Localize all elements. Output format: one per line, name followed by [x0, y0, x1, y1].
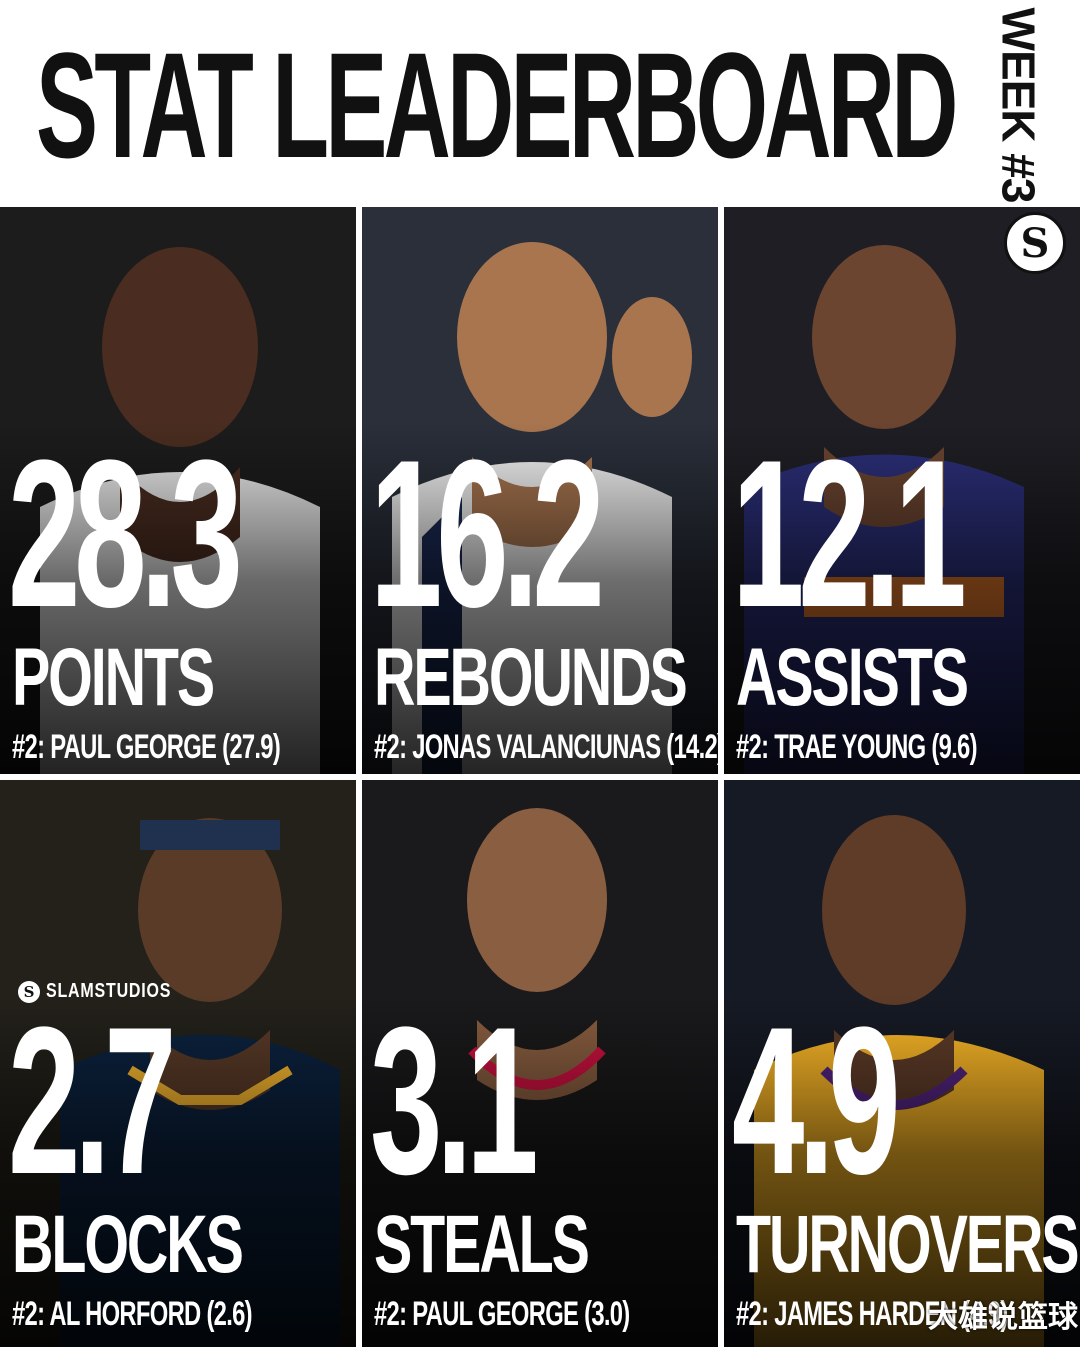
slam-logo-icon: S: [1004, 212, 1066, 274]
stat-category: STEALS: [374, 1199, 590, 1290]
stat-value: 28.3: [8, 416, 243, 651]
photo-shade: [0, 422, 356, 774]
photo-shade: [362, 995, 718, 1347]
card-points: 28.3 POINTS #2: PAUL GEORGE (27.9): [0, 207, 356, 774]
header: STAT LEADERBOARD WEEK #3: [0, 0, 1080, 205]
runner-up: #2: JAMES HARDEN (4.9): [736, 1295, 1008, 1333]
photo-shade: [362, 422, 718, 774]
photo-shade: [0, 995, 356, 1347]
runner-up: #2: JONAS VALANCIUNAS (14.2): [374, 728, 718, 766]
page-title: STAT LEADERBOARD: [36, 21, 958, 189]
studio-label: SLAMSTUDIOS: [46, 980, 172, 1002]
stat-category: ASSISTS: [736, 632, 969, 723]
stat-category: REBOUNDS: [374, 632, 688, 723]
stat-value: 4.9: [732, 983, 901, 1218]
stat-value: 2.7: [8, 983, 177, 1218]
runner-up: #2: TRAE YOUNG (9.6): [736, 728, 978, 766]
slam-mark-icon: S: [18, 980, 40, 1003]
leaderboard-grid: 28.3 POINTS #2: PAUL GEORGE (27.9) 16.2 …: [0, 207, 1080, 1347]
stat-category: TURNOVERS: [736, 1199, 1080, 1290]
stat-value: 16.2: [370, 416, 605, 651]
card-blocks: 2.7 BLOCKS #2: AL HORFORD (2.6): [0, 780, 356, 1347]
stat-category: BLOCKS: [12, 1199, 244, 1290]
stat-value: 3.1: [370, 983, 539, 1218]
slamstudios-badge: S SLAMSTUDIOS: [18, 980, 203, 1003]
runner-up: #2: PAUL GEORGE (3.0): [374, 1295, 630, 1333]
photo-shade: [724, 995, 1080, 1347]
week-label: WEEK #3: [988, 8, 1048, 203]
card-assists: 12.1 ASSISTS #2: TRAE YOUNG (9.6): [724, 207, 1080, 774]
card-rebounds: 16.2 REBOUNDS #2: JONAS VALANCIUNAS (14.…: [362, 207, 718, 774]
photo-shade: [724, 422, 1080, 774]
card-steals: 3.1 STEALS #2: PAUL GEORGE (3.0): [362, 780, 718, 1347]
stat-category: POINTS: [12, 632, 215, 723]
runner-up: #2: PAUL GEORGE (27.9): [12, 728, 281, 766]
week-text: WEEK #3: [992, 7, 1045, 203]
stat-value: 12.1: [732, 416, 967, 651]
runner-up: #2: AL HORFORD (2.6): [12, 1295, 253, 1333]
card-turnovers: 4.9 TURNOVERS #2: JAMES HARDEN (4.9): [724, 780, 1080, 1347]
watermark: 大雄说篮球: [928, 1300, 1078, 1335]
